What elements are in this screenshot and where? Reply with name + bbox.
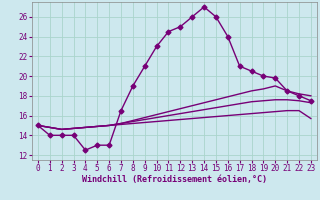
X-axis label: Windchill (Refroidissement éolien,°C): Windchill (Refroidissement éolien,°C)	[82, 175, 267, 184]
